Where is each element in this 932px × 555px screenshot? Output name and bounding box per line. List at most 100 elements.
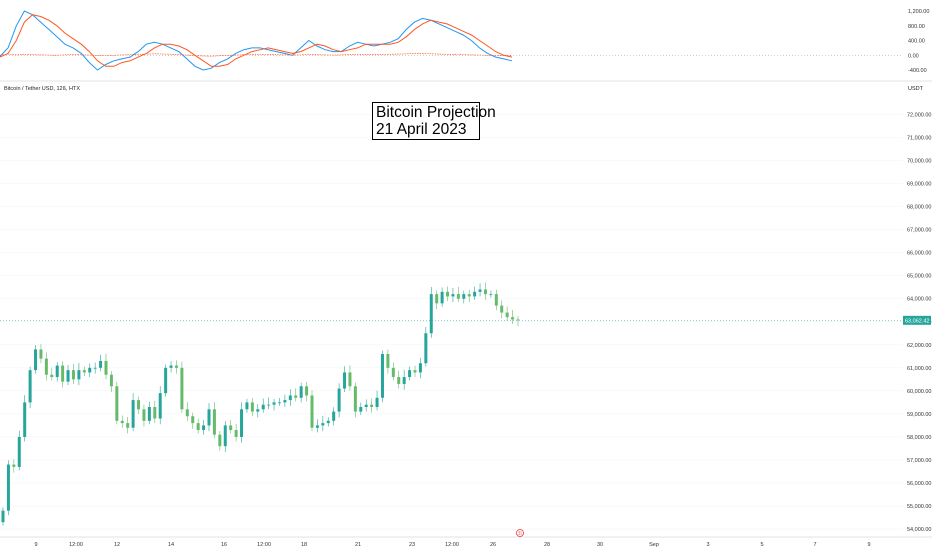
time-tick-label: 12:00	[69, 542, 83, 548]
candle-body	[240, 409, 244, 437]
candle	[191, 412, 195, 429]
candle-body	[55, 365, 59, 378]
candle-body	[50, 374, 54, 378]
candle-body	[440, 291, 444, 304]
candle-body	[71, 370, 75, 380]
candle-body	[451, 294, 455, 297]
candle	[370, 398, 374, 413]
candle	[66, 364, 70, 386]
indicator-tick-label: 0.00	[908, 53, 919, 59]
candle	[120, 415, 124, 428]
candle-body	[191, 416, 195, 424]
candle-body	[462, 294, 466, 299]
price-tick-label: 72,000.00	[907, 112, 931, 118]
candle-body	[109, 374, 113, 387]
candle	[6, 460, 10, 516]
candle	[267, 397, 271, 410]
candle-body	[413, 370, 417, 373]
candle	[212, 402, 216, 439]
candle	[478, 283, 482, 297]
price-tick-label: 59,000.00	[907, 412, 931, 418]
candle-body	[267, 404, 271, 406]
price-tick-label: 65,000.00	[907, 274, 931, 280]
candle	[23, 395, 27, 442]
candle	[71, 363, 75, 384]
candle-body	[6, 464, 10, 511]
candle	[456, 286, 460, 303]
last-price-label: 63,062.42	[905, 318, 929, 324]
candle-body	[359, 406, 363, 412]
candle	[109, 371, 113, 393]
candle-body	[234, 430, 238, 437]
candle-body	[456, 294, 460, 299]
candle	[391, 362, 395, 381]
candle-body	[126, 423, 130, 428]
price-tick-label: 70,000.00	[907, 159, 931, 165]
price-tick-label: 64,000.00	[907, 297, 931, 303]
candle	[137, 396, 141, 414]
candle	[180, 361, 184, 413]
candle	[386, 349, 390, 374]
time-tick-label: 16	[221, 542, 227, 548]
candle	[299, 382, 303, 403]
candle-body	[277, 402, 281, 404]
candle-body	[28, 370, 32, 403]
time-tick-label: 30	[597, 542, 603, 548]
candle	[93, 362, 97, 374]
candle-body	[380, 354, 384, 398]
currency-label: USDT	[908, 86, 924, 92]
time-tick-label: 23	[409, 542, 415, 548]
candle-body	[315, 425, 319, 428]
time-tick-label: 12:00	[257, 542, 271, 548]
candle-body	[99, 360, 103, 368]
annotation-box: Bitcoin Projection 21 April 2023	[372, 102, 496, 140]
price-tick-label: 67,000.00	[907, 228, 931, 234]
candle	[169, 361, 173, 373]
candle-body	[516, 319, 520, 321]
candle	[413, 365, 417, 378]
candle-body	[104, 360, 108, 375]
candle	[348, 365, 352, 391]
candle-body	[473, 291, 477, 297]
candle	[467, 289, 471, 303]
time-tick-label: 3	[706, 542, 709, 548]
candle-body	[142, 409, 146, 421]
event-marker-icon[interactable]: ℬ	[516, 529, 524, 538]
candle	[245, 398, 249, 413]
candle-body	[375, 397, 379, 407]
candle-body	[283, 400, 287, 403]
indicator-tick-label: 400.00	[908, 39, 925, 45]
candle	[50, 367, 54, 381]
price-tick-label: 61,000.00	[907, 366, 931, 372]
candle	[315, 419, 319, 433]
candle-body	[429, 294, 433, 334]
candle-body	[408, 370, 412, 378]
candle-body	[402, 377, 406, 384]
candle-body	[137, 400, 141, 410]
candle-body	[305, 386, 309, 396]
candle	[326, 417, 330, 427]
annotation-line-1: Bitcoin Projection	[376, 104, 496, 121]
candle-body	[321, 423, 325, 426]
candle	[435, 290, 439, 310]
candle	[500, 300, 504, 319]
candle-body	[158, 393, 162, 419]
candle	[28, 366, 32, 409]
candle	[196, 418, 200, 434]
candle	[77, 362, 81, 386]
candle	[402, 369, 406, 390]
candle	[305, 381, 309, 402]
candle	[310, 390, 314, 432]
candle-body	[467, 294, 471, 297]
candle	[234, 423, 238, 442]
candle-body	[164, 367, 168, 394]
candle-body	[505, 312, 509, 318]
candle	[380, 350, 384, 403]
price-tick-label: 60,000.00	[907, 389, 931, 395]
candle-body	[397, 377, 401, 384]
candle	[61, 361, 65, 388]
candle	[283, 394, 287, 407]
price-tick-label: 54,000.00	[907, 527, 931, 533]
candle	[343, 366, 347, 393]
candle-body	[17, 436, 21, 467]
